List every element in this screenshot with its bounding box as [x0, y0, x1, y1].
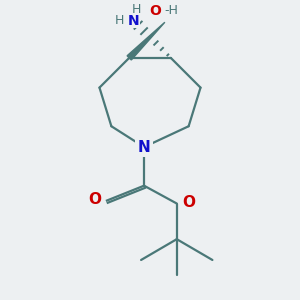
Text: N: N	[138, 140, 150, 154]
Text: O: O	[88, 192, 101, 207]
Polygon shape	[127, 22, 165, 60]
Text: H: H	[115, 14, 124, 27]
Text: N: N	[128, 14, 140, 28]
Text: O: O	[149, 4, 161, 18]
Text: O: O	[183, 194, 196, 209]
Text: -H: -H	[164, 4, 178, 17]
Text: H: H	[132, 3, 141, 16]
